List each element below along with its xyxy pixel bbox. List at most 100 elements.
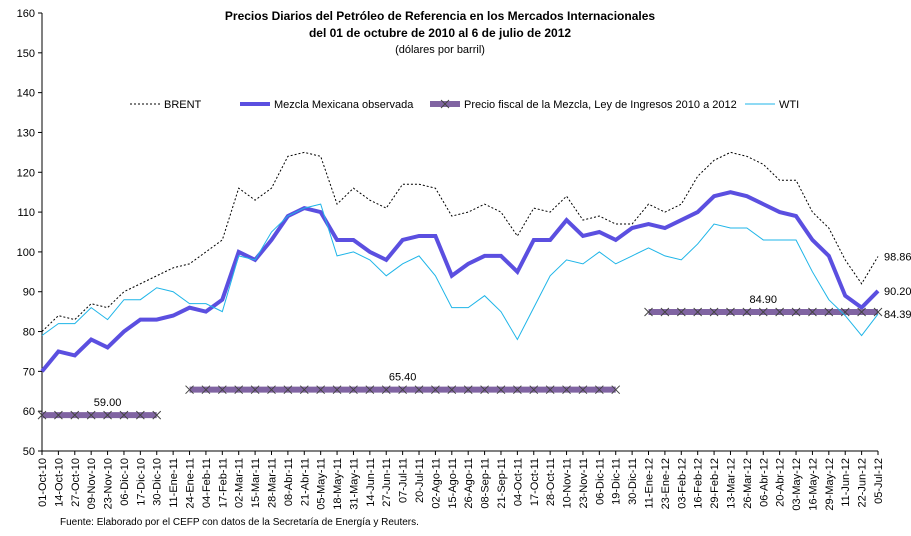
series-marker <box>873 307 883 317</box>
x-tick-label: 23-Ene-12 <box>660 458 672 509</box>
x-tick-label: 08-Abr-11 <box>283 458 295 506</box>
x-tick-label: 03-May-12 <box>791 458 803 511</box>
x-tick-label: 06-Dic-11 <box>594 458 606 505</box>
unit-note: (dólares por barril) <box>395 44 485 56</box>
series-marker <box>250 385 260 395</box>
series-marker <box>496 385 506 395</box>
value-label: 98.86 <box>884 251 911 263</box>
series-marker <box>431 385 440 395</box>
series-line <box>42 309 878 419</box>
value-label: 59.00 <box>94 397 122 409</box>
x-tick-label: 14-Jun-11 <box>365 458 377 507</box>
value-label: 65.40 <box>389 372 417 384</box>
series-marker <box>758 307 768 317</box>
x-tick-label: 10-Nov-11 <box>562 458 574 509</box>
x-tick-label: 27-Jun-11 <box>381 458 393 507</box>
x-tick-label: 06-Dic-10 <box>119 458 131 506</box>
x-tick-label: 20-Abr-12 <box>775 458 787 507</box>
x-tick-label: 01-Oct-10 <box>37 458 49 507</box>
series-marker <box>742 307 752 317</box>
series-marker <box>398 385 407 395</box>
y-tick-label: 100 <box>17 247 35 259</box>
series-marker <box>217 385 227 395</box>
x-tick-label: 11-Ene-11 <box>168 458 180 508</box>
x-tick-label: 29-Feb-12 <box>709 458 721 509</box>
x-tick-label: 02-Mar-11 <box>234 458 246 508</box>
x-tick-label: 26-Mar-12 <box>742 458 754 509</box>
x-tick-label: 17-Feb-11 <box>217 458 229 508</box>
y-tick-label: 50 <box>23 446 35 458</box>
x-tick-label: 17-Dic-10 <box>135 458 147 506</box>
y-tick-label: 90 <box>23 287 35 299</box>
y-tick-label: 120 <box>17 167 35 179</box>
x-tick-label: 15-Mar-11 <box>250 458 262 508</box>
series-marker <box>676 307 686 317</box>
value-label: 84.90 <box>749 294 777 306</box>
x-tick-label: 24-Ene-11 <box>185 458 197 509</box>
series-marker <box>37 410 47 420</box>
x-tick-label: 28-Oct-11 <box>545 458 557 506</box>
x-tick-label: 30-Dic-11 <box>627 458 639 505</box>
series-marker <box>513 385 522 395</box>
x-tick-label: 11-Jun-12 <box>840 458 852 507</box>
x-tick-label: 15-Ago-11 <box>447 458 459 509</box>
series-marker <box>824 307 834 317</box>
y-tick-label: 140 <box>17 88 35 100</box>
series-marker <box>545 385 555 395</box>
series-marker <box>562 385 571 395</box>
series-marker <box>578 385 588 395</box>
x-tick-label: 22-Jun-12 <box>857 458 869 508</box>
series-marker <box>857 307 866 317</box>
legend-label: Precio fiscal de la Mezcla, Ley de Ingre… <box>464 99 737 111</box>
x-tick-label: 16-May-12 <box>807 458 819 511</box>
x-tick-label: 23-Nov-10 <box>103 458 115 509</box>
source-note: Fuente: Elaborado por el CEFP con datos … <box>60 517 419 528</box>
series-line <box>41 203 879 341</box>
y-tick-label: 110 <box>17 207 35 219</box>
y-tick-label: 130 <box>17 127 35 139</box>
x-tick-label: 02-Ago-11 <box>430 458 442 509</box>
series-marker <box>644 307 653 317</box>
x-tick-label: 08-Sep-11 <box>480 458 492 509</box>
x-tick-label: 27-Oct-10 <box>70 458 82 507</box>
x-tick-label: 05-Jul-12 <box>873 458 885 504</box>
series-marker <box>463 385 473 395</box>
x-tick-label: 06-Abr-12 <box>758 458 770 507</box>
series-marker <box>103 410 112 420</box>
series-marker <box>119 410 129 420</box>
series-marker <box>54 410 63 420</box>
x-tick-label: 18-May-11 <box>332 458 344 510</box>
series-marker <box>381 385 391 395</box>
series-marker <box>234 385 244 395</box>
value-label: 84.39 <box>884 309 911 321</box>
series-line <box>40 190 880 373</box>
x-tick-label: 04-Oct-11 <box>512 458 524 506</box>
x-tick-label: 03-Feb-12 <box>676 458 688 509</box>
x-tick-label: 20-Jul-11 <box>414 458 426 503</box>
legend-marker <box>440 99 450 109</box>
x-tick-label: 11-Ene-12 <box>644 458 656 509</box>
y-tick-label: 60 <box>23 406 35 418</box>
series-marker <box>185 385 194 395</box>
x-tick-label: 21-Sep-11 <box>496 458 508 509</box>
series-marker <box>267 385 276 395</box>
series-marker <box>349 385 358 395</box>
series-marker <box>283 385 293 395</box>
series-marker <box>152 410 162 420</box>
legend-label: BRENT <box>164 99 202 111</box>
series-marker <box>70 410 80 420</box>
x-tick-label: 09-Nov-10 <box>86 458 98 509</box>
x-tick-label: 31-May-11 <box>348 458 360 510</box>
y-tick-label: 160 <box>17 8 35 20</box>
legend-label: WTI <box>779 99 799 111</box>
series-marker <box>775 307 785 317</box>
series-marker <box>808 307 817 317</box>
y-tick-label: 150 <box>17 48 35 60</box>
series-marker <box>480 385 489 395</box>
series-marker <box>594 385 604 395</box>
series-marker <box>299 385 309 395</box>
series-marker <box>414 385 424 395</box>
series-marker <box>611 385 621 395</box>
y-tick-label: 70 <box>23 366 35 378</box>
